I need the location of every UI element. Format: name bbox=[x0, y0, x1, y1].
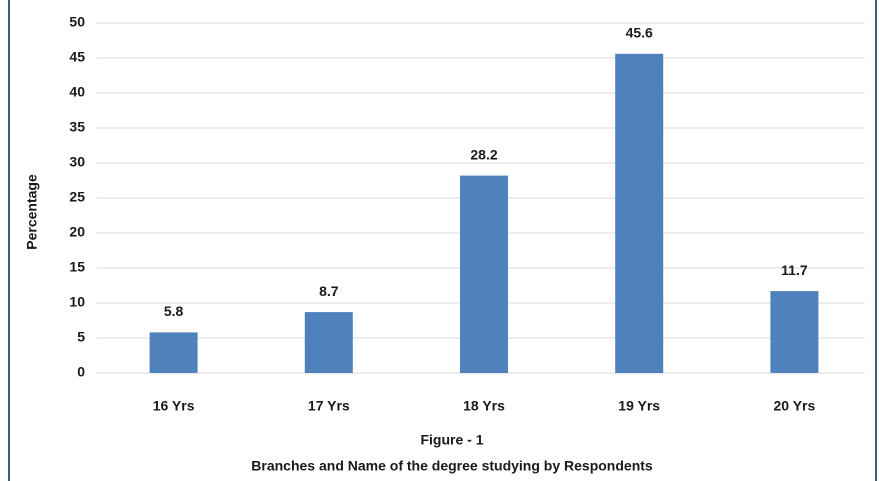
y-tick-label: 50 bbox=[69, 14, 85, 30]
y-tick-label: 20 bbox=[69, 224, 85, 240]
data-label: 28.2 bbox=[470, 146, 497, 162]
y-tick-label: 40 bbox=[69, 84, 85, 100]
bar bbox=[615, 53, 664, 374]
bar bbox=[460, 175, 508, 373]
y-tick-label: 35 bbox=[69, 119, 85, 135]
y-tick-label: 30 bbox=[69, 154, 85, 170]
data-label: 11.7 bbox=[781, 262, 808, 278]
bar bbox=[304, 312, 353, 373]
y-tick-label: 15 bbox=[69, 259, 85, 275]
y-tick-label: 25 bbox=[69, 189, 85, 205]
x-tick-label: 19 Yrs bbox=[618, 398, 660, 414]
data-label: 45.6 bbox=[626, 25, 653, 41]
data-label: 8.7 bbox=[319, 283, 339, 299]
x-tick-label: 17 Yrs bbox=[308, 398, 350, 414]
bar bbox=[149, 332, 198, 373]
x-tick-label: 18 Yrs bbox=[463, 398, 505, 414]
caption: Branches and Name of the degree studying… bbox=[251, 458, 653, 474]
y-tick-label: 10 bbox=[69, 294, 85, 310]
x-tick-label: 20 Yrs bbox=[774, 398, 816, 414]
x-tick-label: 16 Yrs bbox=[153, 398, 195, 414]
data-label: 5.8 bbox=[164, 303, 184, 319]
y-tick-label: 45 bbox=[69, 49, 85, 65]
bar bbox=[770, 291, 819, 373]
x-axis-label: Figure - 1 bbox=[420, 432, 483, 448]
y-tick-label: 5 bbox=[77, 329, 85, 345]
y-tick-label: 0 bbox=[77, 364, 85, 380]
y-axis-label: Percentage bbox=[24, 174, 40, 250]
